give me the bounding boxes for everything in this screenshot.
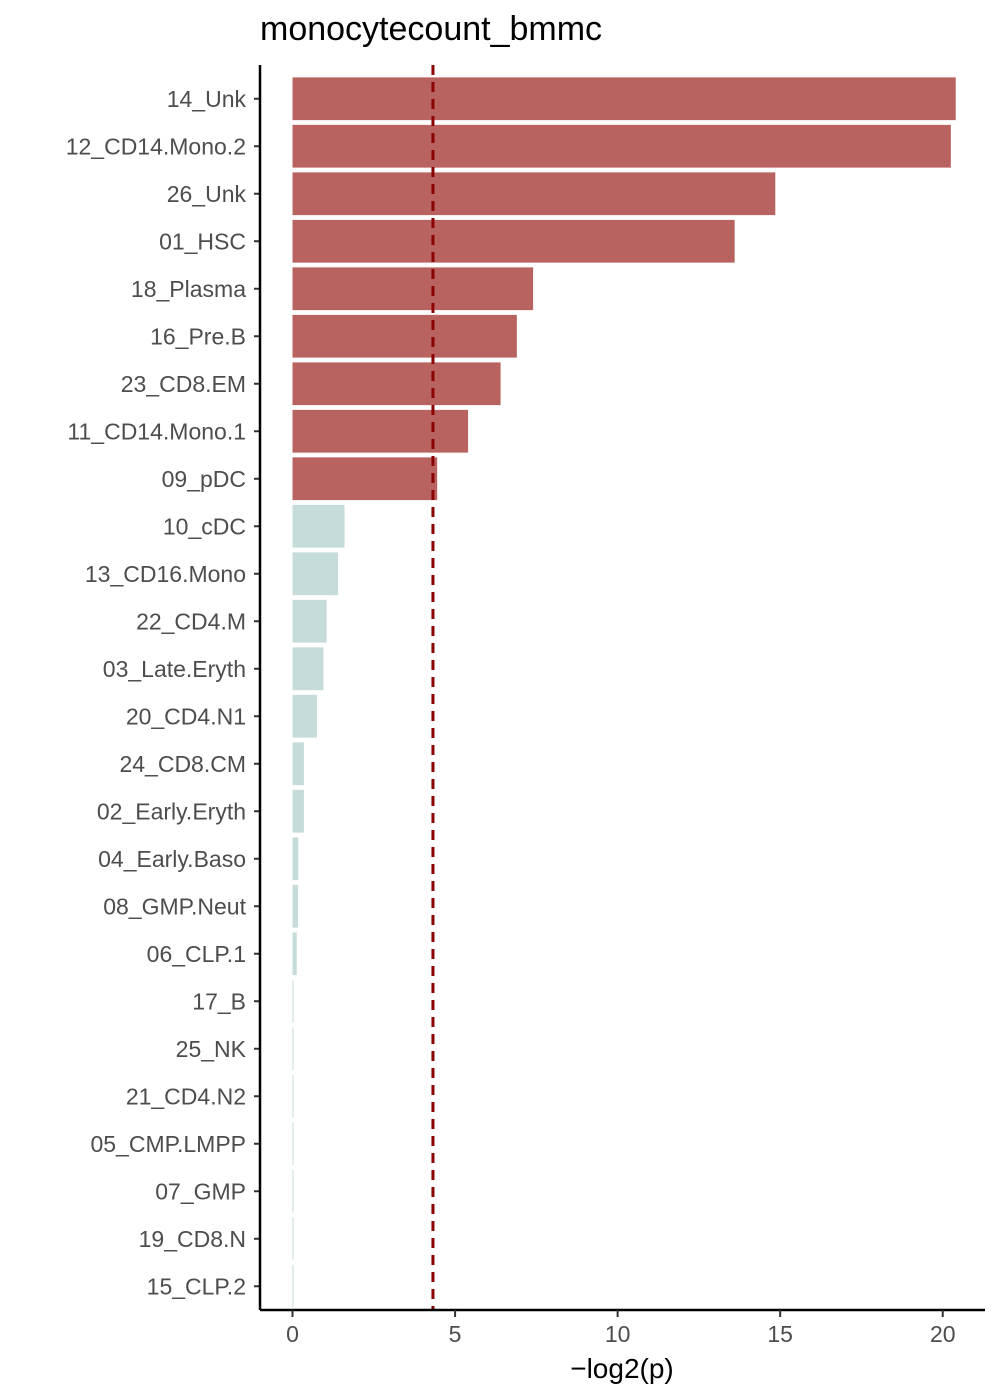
bar-09_pDC bbox=[292, 457, 438, 501]
bar-23_CD8.EM bbox=[292, 362, 501, 406]
bars-layer bbox=[292, 77, 956, 1308]
x-tick-label: 10 bbox=[605, 1321, 631, 1347]
bar-20_CD4.N1 bbox=[292, 694, 317, 738]
bar-03_Late.Eryth bbox=[292, 647, 324, 691]
bar-26_Unk bbox=[292, 172, 776, 216]
category-label: 26_Unk bbox=[167, 181, 247, 207]
category-label: 01_HSC bbox=[159, 228, 246, 254]
axes-layer: 0 5 10 15 20 bbox=[254, 65, 985, 1347]
bar-13_CD16.Mono bbox=[292, 552, 339, 596]
bar-10_cDC bbox=[292, 504, 345, 548]
bar-06_CLP.1 bbox=[292, 932, 297, 976]
category-label: 18_Plasma bbox=[131, 276, 246, 302]
category-label: 10_cDC bbox=[163, 513, 246, 539]
bar-21_CD4.N2 bbox=[292, 1074, 294, 1118]
bar-05_CMP.LMPP bbox=[292, 1122, 294, 1166]
x-tick-label: 15 bbox=[767, 1321, 793, 1347]
category-label: 12_CD14.Mono.2 bbox=[66, 133, 246, 159]
bar-14_Unk bbox=[292, 77, 956, 121]
bar-24_CD8.CM bbox=[292, 742, 304, 786]
category-label: 06_CLP.1 bbox=[147, 941, 246, 967]
category-label: 09_pDC bbox=[162, 466, 246, 492]
category-label: 24_CD8.CM bbox=[119, 751, 246, 777]
category-label: 11_CD14.Mono.1 bbox=[67, 418, 246, 444]
category-label: 20_CD4.N1 bbox=[126, 703, 246, 729]
category-label: 17_B bbox=[192, 988, 246, 1014]
category-label: 04_Early.Baso bbox=[98, 846, 246, 872]
bar-04_Early.Baso bbox=[292, 837, 299, 881]
category-label: 22_CD4.M bbox=[136, 608, 246, 634]
category-label: 16_Pre.B bbox=[150, 323, 246, 349]
x-tick-label: 5 bbox=[449, 1321, 462, 1347]
category-label: 03_Late.Eryth bbox=[103, 656, 246, 682]
chart-title: monocytecount_bmmc bbox=[260, 10, 602, 48]
category-label: 13_CD16.Mono bbox=[85, 561, 246, 587]
bar-15_CLP.2 bbox=[292, 1264, 294, 1308]
category-label: 21_CD4.N2 bbox=[126, 1083, 246, 1109]
bar-11_CD14.Mono.1 bbox=[292, 409, 469, 453]
bar-22_CD4.M bbox=[292, 599, 327, 643]
bar-18_Plasma bbox=[292, 267, 534, 311]
bar-02_Early.Eryth bbox=[292, 789, 304, 833]
bar-07_GMP bbox=[292, 1169, 294, 1213]
labels-layer: 14_Unk 12_CD14.Mono.2 26_Unk 01_HSC 18_Plasm… bbox=[66, 86, 247, 1300]
bar-16_Pre.B bbox=[292, 314, 517, 358]
category-label: 23_CD8.EM bbox=[121, 371, 246, 397]
x-tick-label: 20 bbox=[930, 1321, 956, 1347]
category-label: 19_CD8.N bbox=[139, 1226, 246, 1252]
category-label: 08_GMP.Neut bbox=[103, 893, 246, 919]
category-label: 25_NK bbox=[176, 1036, 247, 1062]
bar-17_B bbox=[292, 979, 294, 1023]
bar-25_NK bbox=[292, 1027, 294, 1071]
x-tick-label: 0 bbox=[286, 1321, 299, 1347]
category-label: 02_Early.Eryth bbox=[97, 798, 246, 824]
bar-12_CD14.Mono.2 bbox=[292, 124, 951, 168]
category-label: 07_GMP bbox=[155, 1178, 246, 1204]
bar-19_CD8.N bbox=[292, 1217, 294, 1261]
x-axis-label: −log2(p) bbox=[570, 1353, 674, 1384]
category-label: 14_Unk bbox=[167, 86, 247, 112]
bar-08_GMP.Neut bbox=[292, 884, 299, 928]
category-label: 15_CLP.2 bbox=[147, 1273, 246, 1299]
category-label: 05_CMP.LMPP bbox=[90, 1131, 246, 1157]
bar-01_HSC bbox=[292, 219, 735, 263]
